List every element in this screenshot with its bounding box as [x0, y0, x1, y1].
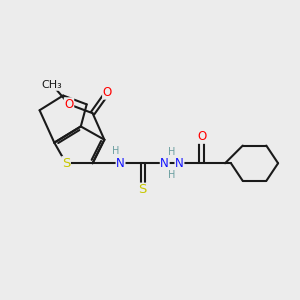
Text: N: N: [175, 157, 184, 170]
Text: H: H: [112, 146, 120, 156]
Text: O: O: [103, 86, 112, 99]
Text: N: N: [116, 157, 125, 170]
Text: H: H: [168, 147, 176, 157]
Text: N: N: [160, 157, 169, 170]
Text: O: O: [197, 130, 206, 143]
Text: CH₃: CH₃: [41, 80, 62, 90]
Text: H: H: [168, 170, 176, 180]
Text: O: O: [64, 98, 74, 111]
Text: S: S: [139, 183, 147, 196]
Text: S: S: [62, 157, 70, 170]
